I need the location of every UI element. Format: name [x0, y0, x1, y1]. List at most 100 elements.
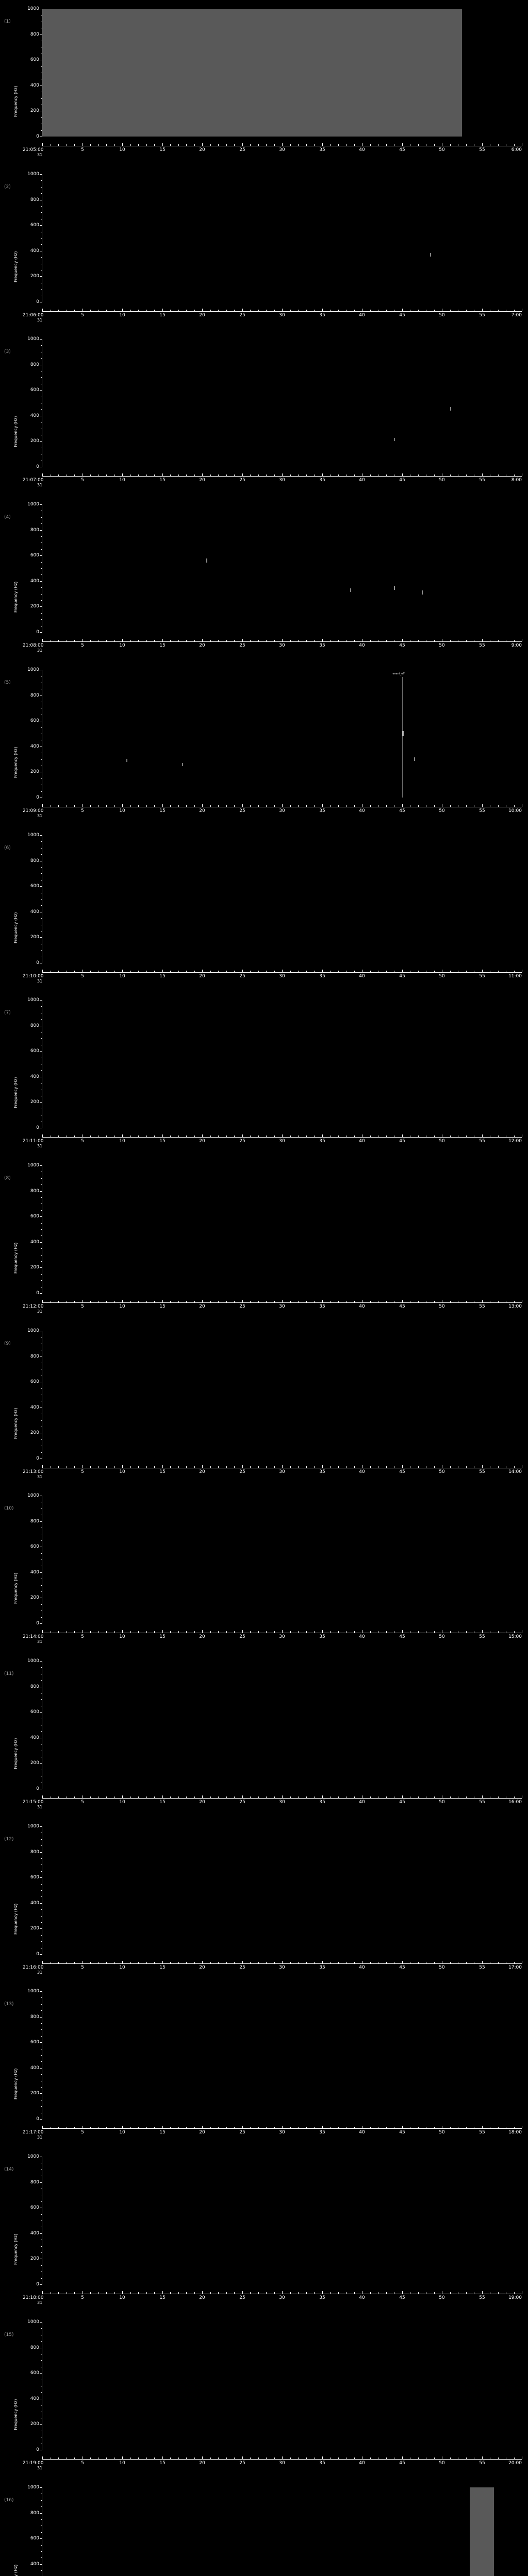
x-tick-label: 10: [119, 2130, 125, 2135]
y-minor-tick: [41, 244, 42, 245]
x-minor-tick: [186, 1962, 187, 1963]
signal-trace: [394, 586, 395, 590]
x-minor-tick: [266, 144, 267, 146]
y-minor-tick: [41, 1680, 42, 1681]
x-minor-tick: [418, 640, 419, 641]
x-tick-label: 10: [119, 1469, 125, 1475]
x-tick-label: 55: [479, 974, 485, 979]
x-major-tick: [202, 309, 203, 311]
y-major-tick: [40, 1763, 42, 1764]
y-tick-label: 800: [30, 858, 39, 863]
y-minor-tick: [41, 1420, 42, 1421]
x-major-tick: [322, 2456, 323, 2459]
x-major-tick: [42, 1300, 43, 1302]
x-end-time: 14:00: [508, 1469, 522, 1475]
x-minor-tick: [178, 1962, 179, 1963]
x-minor-tick: [354, 474, 355, 476]
x-tick-label: 20: [199, 313, 205, 318]
x-minor-tick: [234, 2458, 235, 2459]
x-date-sublabel: 31: [37, 1475, 43, 1479]
y-minor-tick: [41, 854, 42, 855]
x-minor-tick: [298, 310, 299, 311]
x-minor-tick: [450, 1136, 451, 1137]
x-minor-tick: [306, 1301, 307, 1302]
x-tick-label: 30: [279, 1139, 285, 1144]
x-major-tick: [122, 309, 123, 311]
x-minor-tick: [186, 1631, 187, 1633]
x-minor-tick: [514, 2458, 515, 2459]
y-minor-tick: [41, 1540, 42, 1541]
x-start-time: 21:10:00: [23, 974, 44, 979]
x-minor-tick: [130, 971, 131, 972]
x-tick-label: 5: [81, 2295, 84, 2300]
y-minor-tick: [41, 1223, 42, 1224]
x-minor-tick: [330, 1466, 331, 1468]
x-tick-label: 30: [279, 1304, 285, 1309]
x-minor-tick: [386, 2292, 387, 2294]
x-major-tick: [42, 1465, 43, 1468]
y-major-tick: [40, 1903, 42, 1904]
x-tick-label: 45: [399, 1634, 405, 1639]
x-minor-tick: [194, 640, 195, 641]
x-minor-tick: [434, 971, 435, 972]
x-date-sublabel: 31: [37, 814, 43, 818]
x-minor-tick: [258, 310, 259, 311]
x-tick-label: 35: [319, 974, 325, 979]
y-minor-tick: [41, 1845, 42, 1846]
x-minor-tick: [186, 1466, 187, 1468]
x-tick-label: 55: [479, 1965, 485, 1970]
x-minor-tick: [218, 805, 219, 807]
x-minor-tick: [250, 1301, 251, 1302]
y-major-tick: [40, 2182, 42, 2183]
y-major-tick: [40, 937, 42, 938]
y-major-tick: [40, 2424, 42, 2425]
x-minor-tick: [466, 805, 467, 807]
x-major-tick: [82, 1465, 83, 1468]
x-minor-tick: [98, 1631, 99, 1633]
x-minor-tick: [450, 474, 451, 476]
y-tick-label: 0: [36, 2447, 39, 2452]
signal-trace: [206, 558, 207, 563]
y-tick-label: 0: [36, 464, 39, 469]
x-major-tick: [162, 970, 163, 972]
x-minor-tick: [234, 2127, 235, 2128]
x-minor-tick: [130, 144, 131, 146]
x-tick-label: 10: [119, 147, 125, 152]
x-tick-label: 25: [239, 2461, 245, 2466]
x-tick-label: 10: [119, 1965, 125, 1970]
x-minor-tick: [138, 1962, 139, 1963]
y-major-tick: [40, 1216, 42, 1217]
x-minor-tick: [186, 1797, 187, 1798]
x-minor-tick: [178, 310, 179, 311]
x-major-tick: [242, 804, 243, 807]
x-minor-tick: [210, 805, 211, 807]
x-tick-label: 40: [359, 478, 365, 483]
x-minor-tick: [234, 1136, 235, 1137]
y-tick-label: 600: [30, 223, 39, 228]
x-minor-tick: [218, 1631, 219, 1633]
x-minor-tick: [114, 971, 115, 972]
x-minor-tick: [498, 971, 499, 972]
x-minor-tick: [250, 1797, 251, 1798]
x-minor-tick: [290, 2458, 291, 2459]
y-minor-tick: [41, 1553, 42, 1554]
y-minor-tick: [41, 1070, 42, 1071]
x-tick-label: 25: [239, 2295, 245, 2300]
x-minor-tick: [194, 2292, 195, 2294]
x-minor-tick: [298, 144, 299, 146]
x-major-tick: [282, 1630, 283, 1633]
x-minor-tick: [370, 310, 371, 311]
x-minor-tick: [138, 474, 139, 476]
y-minor-tick: [41, 2074, 42, 2075]
y-major-tick: [40, 441, 42, 442]
x-minor-tick: [186, 2458, 187, 2459]
y-major-tick: [40, 1826, 42, 1827]
y-major-tick: [40, 1712, 42, 1713]
x-minor-tick: [106, 1631, 107, 1633]
x-major-tick: [482, 1465, 483, 1468]
x-minor-tick: [386, 971, 387, 972]
x-tick-label: 45: [399, 808, 405, 814]
x-tick-label: 40: [359, 1304, 365, 1309]
x-minor-tick: [74, 1631, 75, 1633]
y-minor-tick: [41, 2519, 42, 2520]
